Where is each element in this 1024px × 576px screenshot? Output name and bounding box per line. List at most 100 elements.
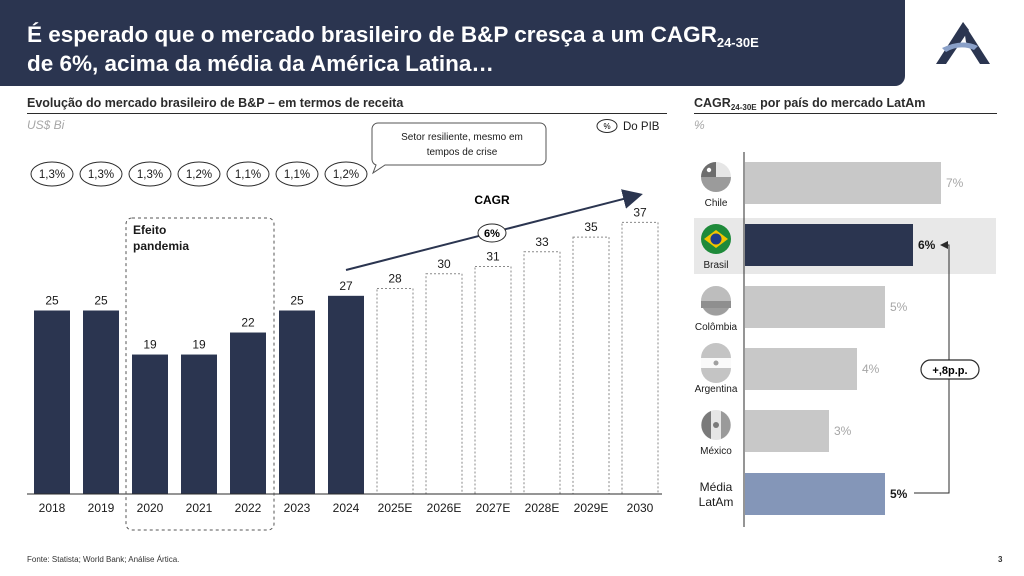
- category-label: Colômbia: [695, 322, 738, 333]
- right-section-title: CAGR24-30E por país do mercado LatAm: [694, 96, 926, 112]
- pib-share-label: 1,3%: [137, 169, 163, 181]
- bar-2027E: [474, 265, 512, 495]
- bar-value-label: 19: [192, 338, 206, 352]
- bar-brasil: [745, 224, 913, 266]
- bar-value-label: 35: [584, 220, 598, 234]
- difference-badge: [920, 359, 980, 380]
- category-label: Brasil: [703, 260, 728, 271]
- category-label: Argentina: [695, 384, 738, 395]
- bar-2029E: [572, 236, 610, 495]
- bar-value-label: 31: [486, 249, 500, 263]
- source-footnote: Fonte: Statista; World Bank; Análise Árt…: [27, 555, 180, 564]
- bar-value-label: 27: [339, 279, 353, 293]
- cagr-label: CAGR: [474, 193, 510, 207]
- header-banner: É esperado que o mercado brasileiro de B…: [0, 0, 905, 86]
- right-units-label: %: [694, 118, 705, 132]
- page-number: 3: [998, 555, 1003, 564]
- bar-value-label: 25: [94, 294, 108, 308]
- bar-2026E: [425, 273, 463, 495]
- bar-value-label: 33: [535, 235, 549, 249]
- bar-média-latam: [745, 473, 885, 515]
- pib-share-bubble: [177, 161, 221, 187]
- pib-share-label: 1,3%: [39, 169, 65, 181]
- pib-legend-marker: [596, 119, 618, 133]
- bar-value-label: 4%: [862, 362, 880, 376]
- bar-value-label: 30: [437, 257, 451, 271]
- x-tick-label: 2020: [137, 501, 164, 515]
- category-label: LatAm: [699, 495, 734, 509]
- bar-2025E: [376, 287, 414, 495]
- bar-colômbia: [745, 286, 885, 328]
- bar-value-label: 37: [633, 205, 647, 219]
- pib-legend-symbol: %: [603, 122, 610, 131]
- bar-argentina: [745, 348, 857, 390]
- svg-text:tempos de crise: tempos de crise: [427, 147, 498, 158]
- cagr-value: 6%: [484, 228, 500, 240]
- x-tick-label: 2029E: [574, 501, 609, 515]
- chile-flag-icon: [701, 162, 731, 192]
- x-tick-label: 2027E: [476, 501, 511, 515]
- x-tick-label: 2026E: [427, 501, 462, 515]
- bar-2022: [230, 332, 266, 494]
- pib-share-label: 1,2%: [333, 169, 359, 181]
- page-title: É esperado que o mercado brasileiro de B…: [27, 22, 759, 76]
- bar-2030: [621, 221, 659, 495]
- pib-share-bubble: [275, 161, 319, 187]
- pib-share-bubble: [30, 161, 74, 187]
- colombia-flag-icon: [701, 286, 731, 316]
- svg-text:Setor resiliente, mesmo em: Setor resiliente, mesmo em: [401, 132, 523, 143]
- pib-share-label: 1,1%: [284, 169, 310, 181]
- pib-share-bubble: [324, 161, 368, 187]
- left-units-label: US$ Bi: [27, 118, 65, 132]
- difference-label: +,8p.p.: [932, 365, 967, 377]
- category-label: México: [700, 446, 732, 457]
- bar-value-label: 28: [388, 271, 402, 285]
- bar-value-label: 25: [290, 294, 304, 308]
- pib-share-bubble: [226, 161, 270, 187]
- bar-value-label: 22: [241, 316, 255, 330]
- bar-value-label: 5%: [890, 487, 908, 501]
- bar-chile: [745, 162, 941, 204]
- pib-share-bubble: [128, 161, 172, 187]
- x-tick-label: 2022: [235, 501, 262, 515]
- brazil-flag-icon: [701, 224, 731, 254]
- bar-2018: [34, 310, 70, 494]
- x-tick-label: 2023: [284, 501, 311, 515]
- pib-share-label: 1,2%: [186, 169, 212, 181]
- x-tick-label: 2025E: [378, 501, 413, 515]
- category-label: Média: [700, 480, 733, 494]
- bar-2020: [132, 354, 168, 494]
- bar-méxico: [745, 410, 829, 452]
- company-logo: [936, 22, 990, 64]
- bar-2019: [83, 310, 119, 494]
- bar-2023: [279, 310, 315, 494]
- x-tick-label: 2018: [39, 501, 66, 515]
- mexico-flag-icon: [701, 410, 731, 440]
- x-tick-label: 2024: [333, 501, 360, 515]
- bar-2021: [181, 354, 217, 494]
- bar-value-label: 7%: [946, 176, 964, 190]
- pib-share-bubble: [79, 161, 123, 187]
- category-label: Chile: [705, 198, 728, 209]
- pib-share-label: 1,3%: [88, 169, 114, 181]
- left-section-title: Evolução do mercado brasileiro de B&P – …: [27, 96, 404, 110]
- bar-value-label: 19: [143, 338, 157, 352]
- pandemic-highlight-box: [125, 217, 275, 531]
- argentina-flag-icon: [701, 343, 731, 383]
- left-section-rule: [27, 113, 667, 114]
- pandemic-label: Efeito pandemia: [133, 223, 189, 253]
- x-tick-label: 2030: [627, 501, 654, 515]
- bar-2028E: [523, 251, 561, 495]
- bar-2024: [328, 295, 364, 494]
- cagr-value-badge: [477, 223, 507, 243]
- x-tick-label: 2028E: [525, 501, 560, 515]
- right-section-rule: [694, 113, 997, 114]
- pib-share-label: 1,1%: [235, 169, 261, 181]
- bar-value-label: 25: [45, 294, 59, 308]
- pib-legend-label: Do PIB: [623, 121, 660, 133]
- bar-value-label: 3%: [834, 424, 852, 438]
- bar-value-label: 5%: [890, 300, 908, 314]
- bar-value-label: 6%: [918, 238, 936, 252]
